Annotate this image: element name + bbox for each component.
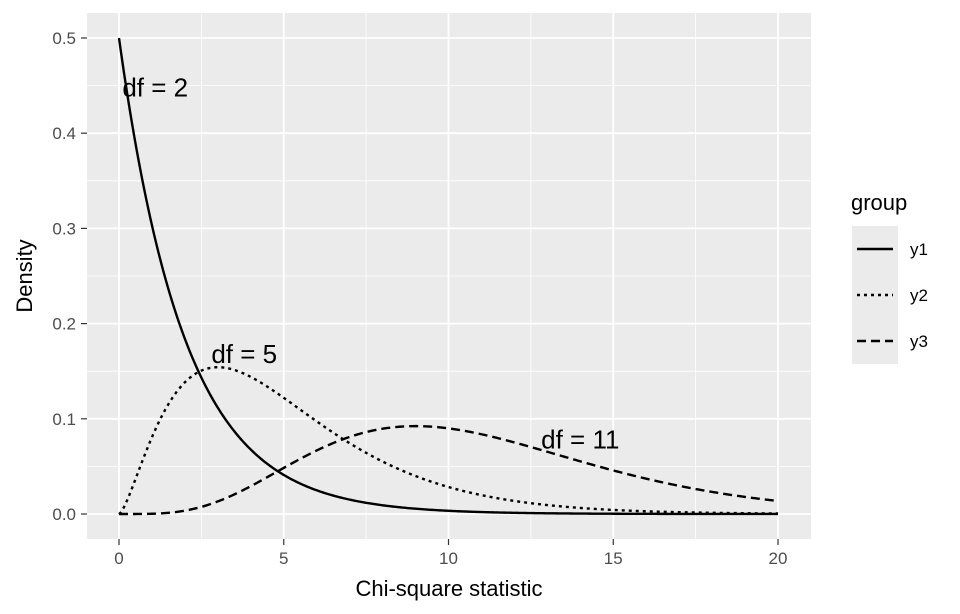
legend-label-y2: y2 <box>910 286 928 305</box>
series-line-y2 <box>118 366 779 515</box>
x-tick-label: 20 <box>769 549 788 568</box>
y-tick-label: 0.2 <box>52 315 76 334</box>
axis-layer: 0 5 10 15 20 0.0 0.1 0.2 0.3 0.4 0.5 <box>52 29 787 568</box>
x-tick-label: 15 <box>604 549 623 568</box>
x-tick-label: 0 <box>114 549 123 568</box>
series-line-y1 <box>117 37 778 516</box>
y-tick-label: 0.0 <box>52 505 76 524</box>
x-axis-title: Chi-square statistic <box>355 576 542 601</box>
y-tick-label: 0.1 <box>52 410 76 429</box>
legend-label-y1: y1 <box>910 240 928 259</box>
y-tick-label: 0.3 <box>52 219 76 238</box>
annotation-label: df = 2 <box>122 73 188 103</box>
legend-label-y3: y3 <box>910 332 928 351</box>
series-line-y3 <box>119 424 779 516</box>
annotation-layer: df = 2 df = 5 df = 11 <box>122 73 619 455</box>
legend-entries: y1 y2 y3 <box>852 226 928 364</box>
x-tick-label: 10 <box>439 549 458 568</box>
series-layer <box>117 37 779 516</box>
y-axis-title: Density <box>12 239 37 312</box>
grid-major <box>87 13 811 539</box>
annotation-label: df = 5 <box>211 339 277 369</box>
legend: group y1 y2 y3 <box>851 190 928 364</box>
legend-title: group <box>851 190 907 215</box>
y-tick-label: 0.4 <box>52 124 76 143</box>
y-tick-label: 0.5 <box>52 29 76 48</box>
x-tick-label: 5 <box>279 549 288 568</box>
annotation-label: df = 11 <box>541 425 619 455</box>
